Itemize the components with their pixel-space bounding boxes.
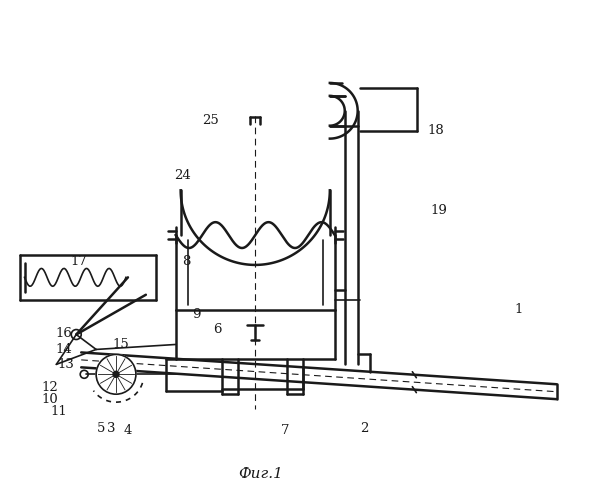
Circle shape [113, 372, 119, 378]
Text: 7: 7 [281, 424, 290, 438]
Text: 4: 4 [124, 424, 132, 438]
Text: 13: 13 [58, 358, 75, 371]
Text: 11: 11 [50, 404, 67, 417]
Text: Фиг.1: Фиг.1 [238, 467, 282, 481]
Text: 10: 10 [41, 392, 58, 406]
Text: 19: 19 [431, 204, 448, 216]
Text: 6: 6 [213, 323, 221, 336]
Text: 16: 16 [56, 327, 73, 340]
Text: 5: 5 [97, 422, 105, 436]
Text: 15: 15 [113, 338, 130, 351]
Circle shape [96, 354, 136, 394]
Text: 18: 18 [428, 124, 445, 137]
Text: 25: 25 [202, 114, 219, 127]
Text: 24: 24 [174, 169, 191, 182]
Text: 3: 3 [107, 422, 115, 436]
Text: 9: 9 [192, 308, 201, 321]
Text: 1: 1 [515, 303, 523, 316]
Text: 12: 12 [41, 380, 58, 394]
Text: 8: 8 [183, 256, 191, 268]
Text: 17: 17 [71, 256, 88, 268]
Text: 14: 14 [56, 343, 73, 356]
Text: 2: 2 [361, 422, 369, 436]
